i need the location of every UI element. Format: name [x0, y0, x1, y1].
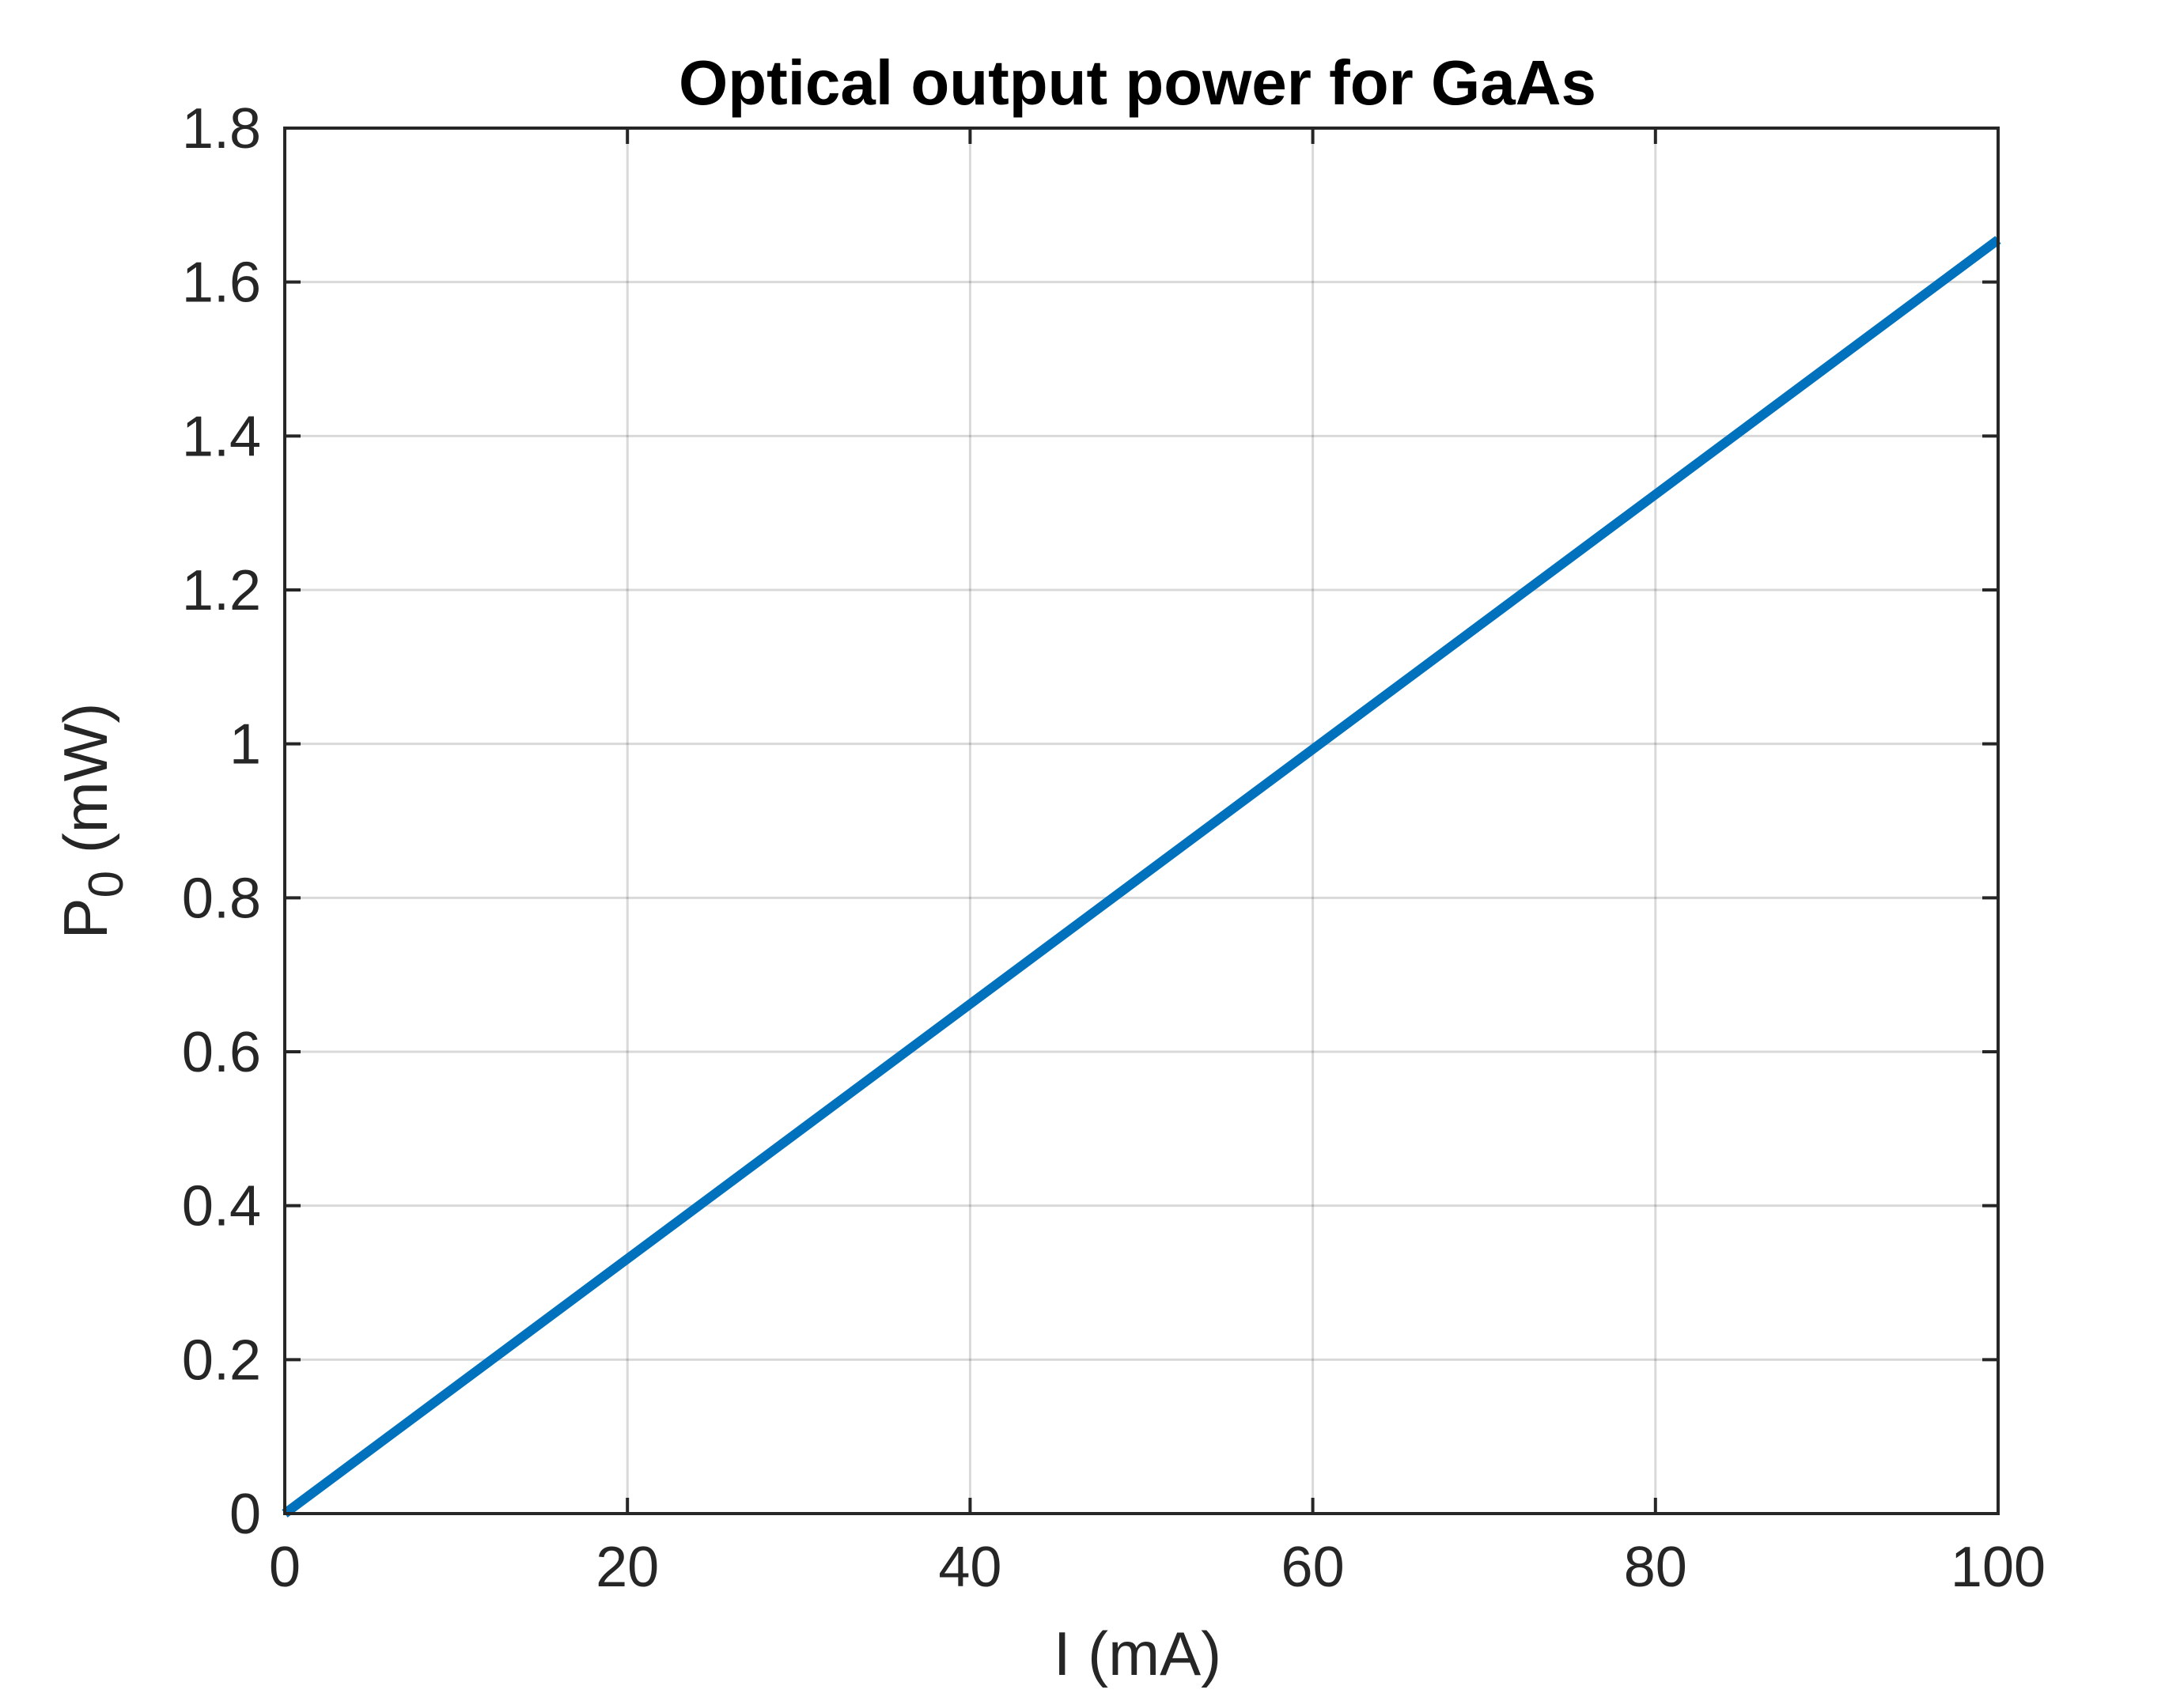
y-tick-label: 0.6 — [182, 1021, 261, 1084]
y-tick-label: 1.4 — [182, 405, 261, 468]
x-tick-label: 40 — [938, 1536, 1001, 1599]
y-axis-label-subscript: 0 — [79, 871, 134, 898]
y-tick-label: 1 — [229, 713, 261, 777]
y-axis-label-main: P — [51, 898, 120, 939]
series-line — [282, 236, 2001, 1518]
y-tick-label: 1.2 — [182, 559, 261, 622]
y-tick-label: 1.6 — [182, 251, 261, 315]
y-tick-label: 0.2 — [182, 1329, 261, 1392]
y-tick-labels: 0 0.2 0.4 0.6 0.8 1 1.2 1.4 1.6 1.8 — [182, 97, 261, 1546]
x-axis-label: I (mA) — [1054, 1619, 1221, 1688]
x-tick-label: 60 — [1281, 1536, 1345, 1599]
x-tick-label: 80 — [1624, 1536, 1687, 1599]
grid-lines — [283, 127, 2000, 1515]
y-tick-label: 0.4 — [182, 1175, 261, 1238]
x-tick-label: 100 — [1951, 1536, 2046, 1599]
y-axis-label: P0 (mW) — [51, 703, 134, 939]
y-tick-label: 0.8 — [182, 867, 261, 930]
chart-title: Optical output power for GaAs — [679, 47, 1596, 118]
x-tick-labels: 0 20 40 60 80 100 — [269, 1536, 2046, 1599]
x-tick-label: 20 — [596, 1536, 659, 1599]
axis-ticks — [283, 127, 2000, 1515]
y-tick-label: 0 — [229, 1483, 261, 1546]
y-axis-label-unit: (mW) — [51, 703, 120, 871]
x-tick-label: 0 — [269, 1536, 301, 1599]
y-tick-label: 1.8 — [182, 97, 261, 161]
series-layer — [282, 236, 2001, 1518]
plot-frame — [283, 127, 2000, 1515]
